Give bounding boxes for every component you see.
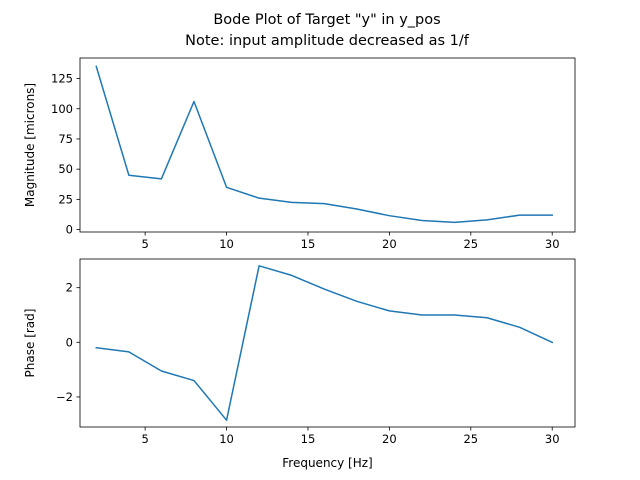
chart-title-line1: Bode Plot of Target "y" in y_pos <box>213 12 440 28</box>
phase-axes-frame <box>79 258 576 428</box>
phase-y-tick-label: −2 <box>56 390 73 404</box>
magnitude-y-tick-label: 75 <box>58 132 73 146</box>
phase-y-tick-label: 0 <box>66 335 73 349</box>
chart-title-line2: Note: input amplitude decreased as 1/f <box>185 33 470 49</box>
phase-x-tick-label: 20 <box>382 432 397 446</box>
phase-y-tick-label: 2 <box>66 281 73 295</box>
magnitude-y-tick-label: 50 <box>58 162 73 176</box>
magnitude-x-tick-label: 25 <box>463 237 478 251</box>
magnitude-series-line <box>95 65 553 224</box>
magnitude-y-tick-label: 125 <box>51 72 73 86</box>
phase-y-axis-label: Phase [rad] <box>23 309 37 378</box>
magnitude-subplot: 5 10 15 20 25 30 0 25 50 75 100 125 Magnitude [micro… <box>23 57 576 251</box>
phase-x-tick-label: 15 <box>301 432 316 446</box>
magnitude-x-tick-label: 30 <box>545 237 560 251</box>
phase-subplot: 5 10 15 20 25 30 −2 0 2 Phase [rad] Frequency [Hz] <box>23 258 576 470</box>
phase-x-tick-label: 25 <box>463 432 478 446</box>
magnitude-y-tick-label: 25 <box>58 192 73 206</box>
phase-x-tick-label: 5 <box>141 432 148 446</box>
magnitude-y-tick-label: 100 <box>51 102 73 116</box>
magnitude-x-tick-label: 10 <box>219 237 234 251</box>
magnitude-axes-frame <box>79 57 576 233</box>
phase-x-axis-label: Frequency [Hz] <box>282 456 373 470</box>
magnitude-x-tick-label: 20 <box>382 237 397 251</box>
phase-x-tick-label: 10 <box>219 432 234 446</box>
magnitude-y-tick-label: 0 <box>66 223 73 237</box>
phase-series-line <box>95 265 554 421</box>
phase-x-tick-label: 30 <box>545 432 560 446</box>
magnitude-x-tick-label: 15 <box>301 237 316 251</box>
magnitude-y-axis-label: Magnitude [microns] <box>23 83 37 207</box>
magnitude-x-tick-label: 5 <box>141 237 148 251</box>
